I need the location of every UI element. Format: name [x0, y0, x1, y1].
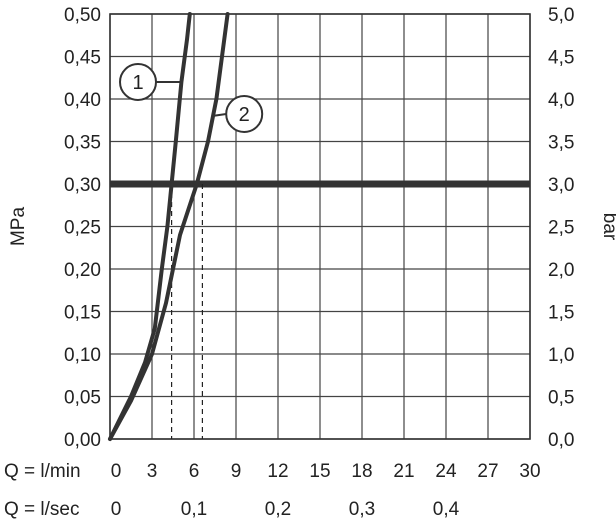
y-right-tick-label: 0,0: [548, 430, 574, 451]
y-right-tick-label: 3,5: [548, 133, 574, 154]
x-tick-label-lmin: 27: [477, 461, 498, 482]
x-tick-label-lsec: 0,2: [265, 499, 291, 520]
y-left-tick-label: 0,50: [64, 5, 101, 26]
y-left-tick-label: 0,30: [64, 175, 101, 196]
plot-frame: [109, 13, 531, 440]
x-row-label-lsec: Q = l/sec: [4, 499, 80, 520]
x-tick-label-lmin: 12: [267, 461, 288, 482]
x-tick-label-lsec: 0,4: [433, 499, 460, 520]
y-left-tick-label: 0,05: [64, 388, 101, 409]
y-right-tick-label: 3,0: [548, 175, 574, 196]
x-tick-label-lmin: 15: [309, 461, 330, 482]
callout-circle-2: [225, 95, 264, 133]
y-right-tick-label: 2,5: [548, 218, 574, 239]
callout-label-1: 1: [132, 72, 143, 94]
callout-leader-2: [212, 113, 227, 117]
y-right-tick-label: 4,5: [548, 48, 574, 69]
x-tick-label-lmin: 3: [147, 461, 158, 482]
y-left-tick-labels: 0,00 0,05 0,10 0,15 0,20 0,25 0,30 0,35 0,40 0,45…: [64, 5, 101, 451]
series-curve-2: [108, 12, 230, 441]
x-tick-label-lsec: 0,1: [181, 499, 207, 520]
x-tick-label-lmin: 9: [231, 461, 242, 482]
y-left-tick-label: 0,40: [64, 90, 101, 111]
y-left-tick-label: 0,10: [64, 345, 101, 366]
callout-circle-1: [119, 63, 157, 101]
y-right-tick-label: 1,0: [548, 345, 574, 366]
x-tick-label-lmin: 18: [351, 461, 372, 482]
y-right-tick-label: 2,0: [548, 260, 574, 281]
y-left-tick-label: 0,20: [64, 260, 101, 281]
x-tick-label-lmin: 6: [189, 461, 200, 482]
callouts: 12: [119, 63, 264, 133]
x-tick-label-lsec: 0: [111, 499, 122, 520]
y-left-axis-label: MPa: [8, 207, 29, 247]
series-curve-1: [108, 12, 192, 441]
grid-lines: [109, 13, 531, 440]
y-right-tick-labels: 0,0 0,5 1,0 1,5 2,0 2,5 3,0 3,5 4,0 4,5 5,0: [548, 5, 574, 451]
y-left-tick-label: 0,25: [64, 218, 101, 239]
y-left-tick-label: 0,35: [64, 133, 101, 154]
x-tick-label-lmin: 0: [111, 461, 122, 482]
x-tick-label-lsec: 0,3: [349, 499, 375, 520]
x-tick-labels-lsec: 0 0,1 0,2 0,3 0,4: [111, 499, 460, 520]
x-tick-label-lmin: 21: [393, 461, 414, 482]
x-row-label-lmin: Q = l/min: [4, 461, 81, 482]
x-tick-label-lmin: 30: [519, 461, 540, 482]
callout-label-2: 2: [239, 104, 250, 126]
x-tick-labels-lmin: 0 3 6 9 12 15 18 21 24 27 30: [111, 461, 541, 482]
y-right-axis-label: bar: [599, 213, 616, 241]
y-right-tick-label: 0,5: [548, 388, 574, 409]
flow-markers: [171, 184, 203, 439]
curves: [108, 12, 230, 441]
y-left-tick-label: 0,00: [64, 430, 101, 451]
y-right-tick-label: 4,0: [548, 90, 574, 111]
x-tick-label-lmin: 24: [435, 461, 457, 482]
y-left-tick-label: 0,15: [64, 303, 101, 324]
y-left-tick-label: 0,45: [64, 48, 101, 69]
y-right-tick-label: 5,0: [548, 5, 574, 26]
y-right-tick-label: 1,5: [548, 303, 574, 324]
